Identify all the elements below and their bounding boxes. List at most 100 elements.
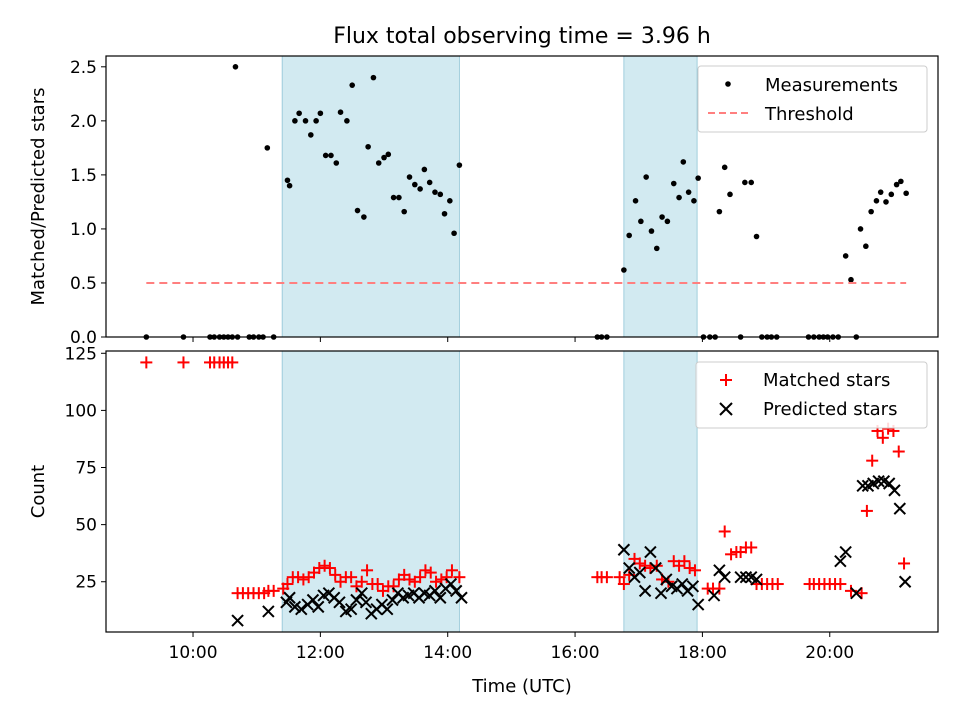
x-b bbox=[856, 479, 869, 492]
x-b bbox=[686, 580, 700, 593]
bottom-panel: 10:00 12:00 14:00 16:00 18:00 20:00 25 50 75 100 1… bbox=[28, 344, 939, 697]
x-b bbox=[428, 584, 442, 598]
measurement-point bbox=[264, 145, 271, 151]
x-b bbox=[633, 566, 647, 579]
x-b bbox=[350, 593, 363, 607]
measurement-point bbox=[349, 82, 356, 88]
measurement-point bbox=[441, 210, 448, 217]
x-tick-label: 14:00 bbox=[423, 643, 472, 663]
x-b bbox=[295, 602, 308, 616]
x-b bbox=[713, 564, 726, 577]
predicted-stars-point bbox=[350, 593, 363, 607]
predicted-stars-point bbox=[444, 577, 458, 591]
measurement-point bbox=[680, 159, 687, 165]
measurement-point bbox=[888, 191, 895, 198]
measurement-point bbox=[691, 198, 697, 204]
y-tick-label: 0.5 bbox=[70, 274, 97, 294]
predicted-stars-point bbox=[381, 602, 394, 616]
predicted-stars-point bbox=[734, 570, 747, 584]
top-panel: 0.0 0.5 1.0 1.5 2.0 2.5 Matched/Predicted star… bbox=[28, 55, 939, 348]
matched-stars-point bbox=[678, 555, 691, 568]
matched-stars-point bbox=[424, 566, 437, 579]
x-b bbox=[734, 570, 747, 584]
measurement-point bbox=[670, 180, 677, 187]
predicted-stars-point bbox=[654, 586, 668, 600]
matched-stars-point bbox=[226, 356, 239, 369]
predicted-stars-point bbox=[262, 605, 275, 618]
chart-title: Flux total observing time = 3.96 h bbox=[333, 24, 711, 49]
measurement-point bbox=[370, 74, 377, 81]
predicted-stars-point bbox=[231, 614, 244, 627]
x-tick-label: 10:00 bbox=[169, 643, 218, 663]
matched-stars-point bbox=[292, 571, 305, 584]
x-b bbox=[288, 600, 302, 614]
measurement-point bbox=[284, 177, 291, 184]
x-b bbox=[660, 573, 673, 586]
predicted-stars-point bbox=[872, 475, 885, 488]
predicted-stars-point bbox=[707, 589, 721, 602]
x-b bbox=[707, 589, 721, 602]
predicted-stars-point bbox=[295, 602, 308, 616]
predicted-stars-point bbox=[686, 580, 700, 593]
measurement-point bbox=[344, 118, 350, 124]
x-b bbox=[333, 596, 346, 609]
x-b bbox=[739, 570, 753, 584]
measurement-point bbox=[842, 253, 849, 259]
measurement-point bbox=[893, 181, 900, 188]
measurement-point bbox=[302, 118, 309, 124]
x-b bbox=[231, 614, 244, 627]
shaded-span-2 bbox=[623, 55, 698, 338]
legend-bottom: Matched stars Predicted stars bbox=[695, 361, 928, 429]
matched-stars-point bbox=[329, 568, 342, 581]
predicted-stars-point bbox=[455, 591, 468, 604]
axes-frame bbox=[105, 55, 939, 338]
measurement-point bbox=[632, 198, 639, 204]
legend-top: Measurements Threshold bbox=[697, 65, 928, 133]
y-axis-label: Matched/Predicted stars bbox=[28, 88, 49, 306]
matched-stars-point bbox=[453, 571, 466, 584]
y-tick-label: 50 bbox=[75, 516, 97, 536]
x-b bbox=[449, 584, 463, 598]
measurement-point bbox=[375, 160, 382, 166]
shaded-span-2 bbox=[623, 350, 698, 633]
measurement-point bbox=[421, 166, 428, 173]
x-b bbox=[649, 561, 662, 575]
legend-predicted-marker bbox=[719, 402, 733, 416]
predicted-stars-point bbox=[359, 596, 373, 609]
measurement-point bbox=[328, 152, 334, 159]
axes-frame bbox=[105, 350, 939, 633]
x-axis-label: Time (UTC) bbox=[471, 676, 572, 697]
x-b bbox=[344, 602, 358, 616]
measurement-point bbox=[390, 194, 397, 201]
measurement-point bbox=[653, 245, 660, 252]
measurement-point bbox=[333, 160, 340, 166]
matched-stars-point bbox=[430, 575, 443, 588]
predicted-stars-point bbox=[449, 584, 463, 598]
x-tick-label: 18:00 bbox=[678, 643, 727, 663]
y-tick-label: 2.0 bbox=[70, 112, 97, 132]
measurement-point bbox=[621, 267, 627, 273]
measurement-point bbox=[426, 179, 433, 186]
measurement-point bbox=[406, 174, 413, 180]
measurement-point bbox=[447, 198, 453, 204]
matched-stars-point bbox=[892, 445, 905, 458]
shaded-span-1 bbox=[281, 55, 460, 338]
measurement-point bbox=[638, 218, 644, 225]
measurement-point bbox=[296, 110, 302, 117]
x-b bbox=[455, 591, 468, 604]
measurement-point bbox=[286, 182, 293, 189]
measurement-point bbox=[863, 243, 869, 250]
predicted-stars-point bbox=[834, 554, 847, 568]
matched-stars-point bbox=[834, 578, 847, 591]
matched-stars-point bbox=[345, 571, 358, 584]
predicted-stars-point bbox=[882, 477, 896, 490]
predicted-stars-point bbox=[898, 575, 912, 588]
measurement-point bbox=[401, 208, 408, 215]
x-b bbox=[665, 580, 678, 593]
predicted-stars-point bbox=[617, 543, 631, 556]
x-b bbox=[644, 545, 657, 559]
x-b bbox=[839, 545, 852, 559]
x-b bbox=[306, 593, 320, 607]
x-b bbox=[888, 484, 901, 497]
measurement-point bbox=[727, 191, 733, 198]
